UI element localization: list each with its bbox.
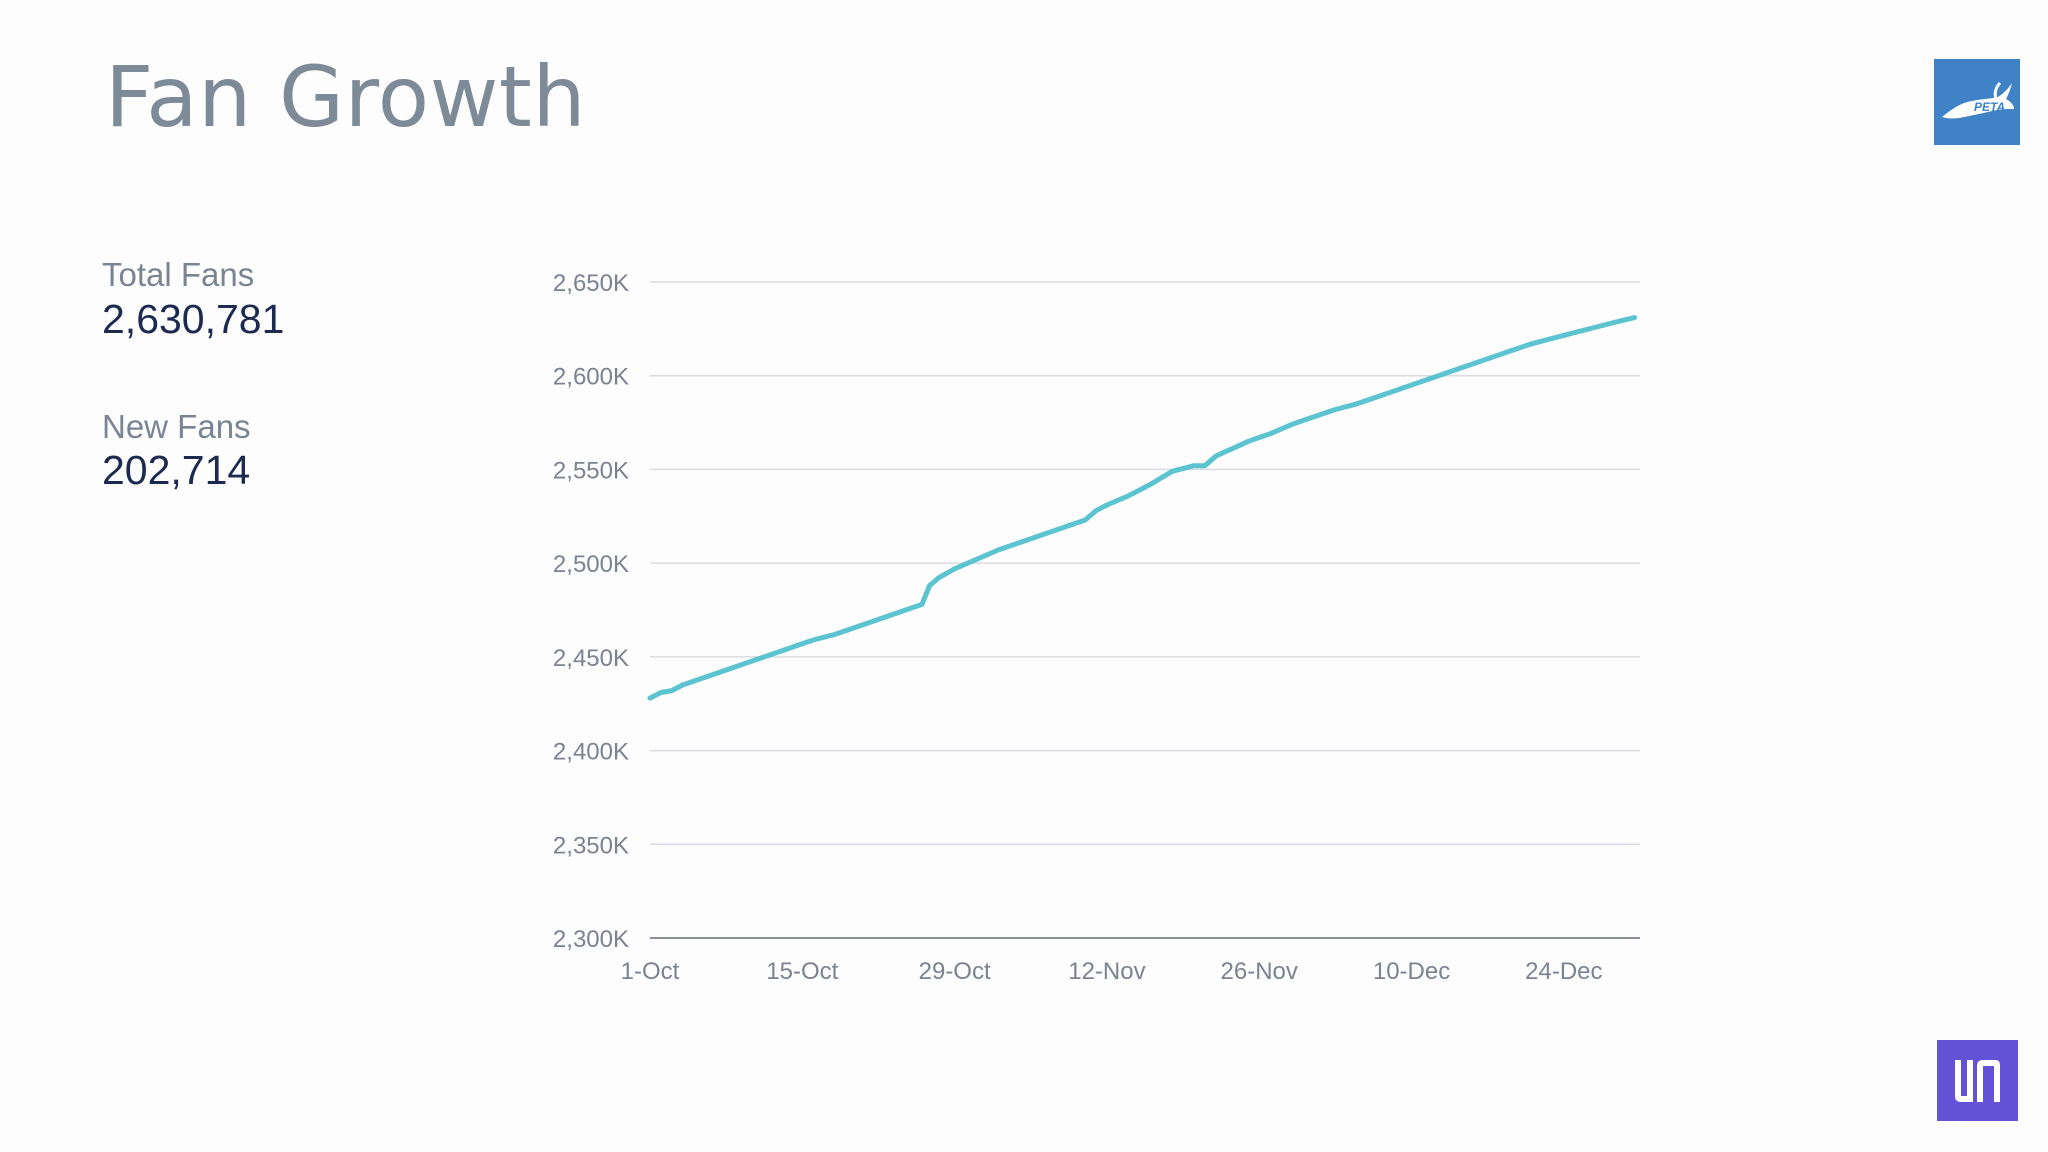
y-tick-label: 2,650K: [553, 270, 629, 297]
series-line-total-fans: [647, 315, 1638, 701]
y-tick-label: 2,350K: [553, 832, 629, 859]
x-tick-label: 26-Nov: [1221, 958, 1298, 985]
x-tick-label: 15-Oct: [766, 958, 838, 985]
brand-logo: [1937, 1040, 2018, 1121]
new-fans-value: 202,714: [102, 447, 251, 493]
y-tick-label: 2,600K: [553, 364, 629, 391]
peta-logo: PETA: [1934, 59, 2020, 145]
total-fans-value: 2,630,781: [102, 296, 285, 342]
leaping-rabbit-icon: PETA: [1942, 81, 2014, 119]
y-tick-label: 2,400K: [553, 739, 629, 766]
x-tick-label: 12-Nov: [1068, 958, 1145, 985]
unmetric-logo-icon: [1955, 1060, 2000, 1102]
y-tick-label: 2,500K: [553, 551, 629, 578]
x-tick-label: 1-Oct: [621, 958, 680, 985]
peta-logo-text: PETA: [1974, 100, 2005, 114]
y-tick-label: 2,550K: [553, 457, 629, 484]
x-tick-label: 29-Oct: [919, 958, 991, 985]
y-tick-label: 2,300K: [553, 926, 629, 953]
new-fans-label: New Fans: [102, 408, 251, 445]
total-fans-label: Total Fans: [102, 256, 255, 293]
y-tick-label: 2,450K: [553, 645, 629, 672]
slide-title: Fan Growth: [105, 48, 587, 146]
x-tick-label: 24-Dec: [1525, 958, 1602, 985]
x-tick-label: 10-Dec: [1373, 958, 1450, 985]
